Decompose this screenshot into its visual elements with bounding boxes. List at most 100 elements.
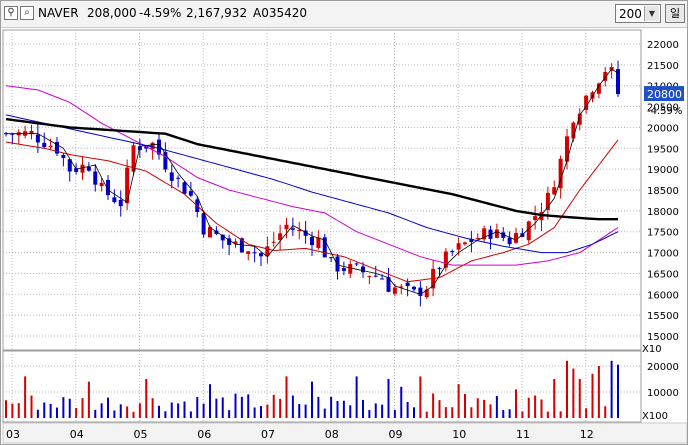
candle-body [507, 237, 512, 245]
day-button[interactable]: 일 [665, 4, 685, 23]
volume-bar [215, 398, 218, 418]
volume-unit-label: X100 [642, 411, 668, 422]
volume-bar [285, 376, 288, 418]
volume-bar [100, 403, 103, 418]
candle-body [354, 263, 359, 265]
candle-body [322, 237, 327, 258]
volume-bar [5, 400, 7, 418]
month-tick-label: 09 [389, 428, 403, 441]
volume-bar [368, 410, 371, 418]
candle-body [188, 191, 193, 196]
volume-bar [425, 411, 428, 418]
volume-bar [400, 386, 403, 418]
volume-bar [247, 394, 250, 418]
candle-body [329, 257, 334, 259]
candle-body [533, 216, 538, 221]
candle-body [443, 251, 448, 268]
volume-bar [107, 397, 109, 418]
candle-body [316, 237, 321, 248]
volume-bar [585, 408, 588, 418]
volume-bar [527, 397, 530, 418]
candle-body [35, 134, 40, 143]
candle-body [118, 199, 123, 207]
candle-body [501, 232, 506, 238]
period-value: 200 [619, 7, 642, 21]
candle-body [163, 152, 168, 170]
price-tick-label: 16500 [647, 269, 679, 280]
volume-bar [43, 402, 46, 418]
candle-body [310, 236, 314, 246]
volume-bar [240, 396, 243, 418]
volume-bar [234, 393, 237, 418]
volume-bar [432, 393, 435, 418]
price-tick-label: 16000 [647, 290, 679, 301]
volume-bar [253, 407, 256, 418]
search-stock-icon[interactable]: ⌕ [20, 6, 34, 20]
candle-body [233, 241, 238, 244]
stock-chart: 2200021500210002050020000195001900018500… [2, 29, 687, 444]
volume-bar [508, 409, 511, 418]
candle-body [514, 233, 518, 243]
volume-bar [617, 364, 619, 418]
volume-bar [521, 411, 524, 418]
volume-bar [311, 381, 313, 418]
volume-bar [413, 407, 415, 418]
candle-body [565, 136, 569, 162]
volume-bar [387, 379, 390, 418]
price-tick-label: 22000 [647, 40, 679, 51]
candle-body [341, 268, 346, 271]
volume-bar [502, 410, 505, 418]
volume-bar [202, 403, 205, 418]
ma-line-ma60 [5, 85, 619, 266]
price-tick-label: 15500 [647, 311, 679, 322]
ma-line-ma120 [5, 114, 619, 254]
volume-bar [189, 411, 192, 418]
volume-bar [546, 411, 549, 418]
candle-body [361, 266, 365, 273]
volume-bar [406, 402, 409, 418]
volume-bar [151, 398, 154, 418]
candle-body [227, 238, 232, 245]
period-select[interactable]: 200 ▼ [615, 4, 661, 23]
candle-body [303, 230, 308, 236]
candle-body [48, 145, 53, 147]
candle-body [99, 182, 104, 187]
volume-bar [464, 394, 466, 418]
candle-body [577, 113, 582, 125]
candle-body [131, 145, 136, 172]
candle-body [335, 256, 340, 272]
candle-body [74, 168, 79, 172]
candle-body [10, 133, 15, 135]
volume-bar [291, 395, 294, 418]
volume-bar [597, 366, 600, 418]
candle-body [125, 167, 130, 204]
volume-bar [444, 407, 447, 418]
candle-body [418, 287, 423, 296]
magnifier-icon[interactable]: ⚲ [4, 6, 18, 20]
candle-body [558, 158, 563, 189]
candle-body [450, 250, 455, 252]
candles-group [4, 60, 620, 307]
candle-body [584, 95, 589, 110]
volume-bar [534, 395, 537, 418]
candle-body [67, 159, 72, 172]
volume-bar [196, 397, 199, 418]
volume-bar [170, 402, 173, 418]
month-tick-label: 08 [325, 428, 339, 441]
candle-body [526, 221, 531, 241]
month-tick-label: 10 [452, 428, 466, 441]
volume-bar [553, 379, 556, 418]
volume-bar [336, 401, 339, 418]
stock-code: A035420 [253, 6, 308, 20]
price-tag-change: -4.59% [647, 106, 682, 117]
month-tick-label: 04 [70, 428, 84, 441]
volume-bar [209, 384, 211, 418]
candle-body [239, 238, 244, 253]
stock-name[interactable]: NAVER [38, 6, 79, 20]
chevron-down-icon[interactable]: ▼ [644, 6, 659, 21]
candle-body [463, 242, 467, 245]
volume-bar [11, 403, 14, 418]
candle-body [424, 289, 429, 298]
candle-body [284, 224, 289, 230]
volume-bar [457, 384, 460, 418]
